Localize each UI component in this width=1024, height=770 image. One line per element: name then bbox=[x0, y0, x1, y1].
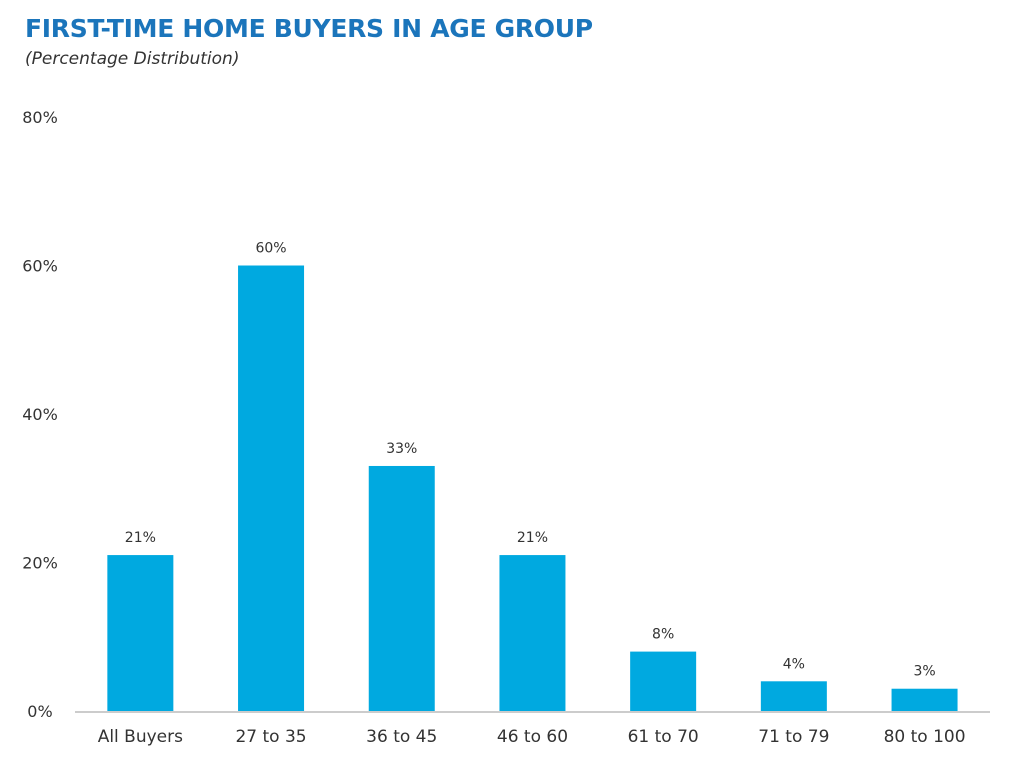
x-tick-label: All Buyers bbox=[98, 727, 183, 747]
data-label: 8% bbox=[652, 627, 674, 643]
chart-title: FIRST-TIME HOME BUYERS IN AGE GROUP bbox=[25, 14, 593, 43]
data-label: 3% bbox=[913, 664, 935, 680]
y-tick-label: 0% bbox=[27, 702, 52, 721]
bar bbox=[891, 688, 958, 711]
bar bbox=[107, 555, 174, 711]
bar bbox=[760, 681, 827, 711]
chart-subtitle: (Percentage Distribution) bbox=[25, 49, 240, 69]
x-tick-label: 27 to 35 bbox=[235, 727, 306, 747]
y-tick-label: 40% bbox=[22, 405, 58, 424]
x-tick-label: 80 to 100 bbox=[884, 727, 966, 747]
data-label: 60% bbox=[255, 241, 286, 257]
y-axis-ticks: 0% 20% 40% 60% 80% bbox=[22, 108, 58, 721]
data-label: 33% bbox=[386, 441, 417, 457]
x-tick-label: 71 to 79 bbox=[758, 727, 829, 747]
x-tick-label: 36 to 45 bbox=[366, 727, 437, 747]
data-label: 21% bbox=[125, 530, 156, 546]
data-label: 4% bbox=[783, 656, 805, 672]
bar bbox=[499, 555, 566, 711]
data-label: 21% bbox=[517, 530, 548, 546]
bars bbox=[107, 265, 958, 711]
x-tick-label: 46 to 60 bbox=[497, 727, 568, 747]
bar bbox=[630, 651, 697, 711]
bar bbox=[368, 465, 435, 711]
y-tick-label: 60% bbox=[22, 257, 58, 276]
data-labels: 21% 60% 33% 21% 8% 4% 3% bbox=[125, 241, 936, 680]
x-axis-ticks: All Buyers 27 to 35 36 to 45 46 to 60 61 to … bbox=[98, 727, 966, 747]
x-tick-label: 61 to 70 bbox=[628, 727, 699, 747]
y-tick-label: 80% bbox=[22, 108, 58, 127]
y-tick-label: 20% bbox=[22, 554, 58, 573]
bar bbox=[238, 265, 305, 711]
